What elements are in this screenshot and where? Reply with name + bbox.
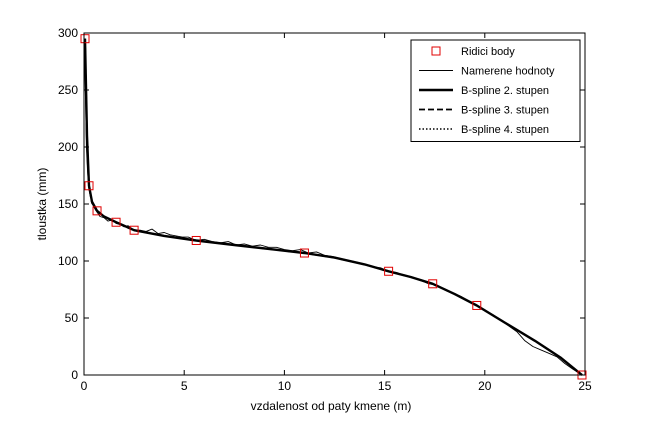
x-tick-label: 0 (81, 379, 88, 393)
y-tick-label: 300 (58, 26, 78, 40)
control-point-marker (472, 300, 482, 310)
x-axis-label: vzdalenost od paty kmene (m) (251, 399, 412, 413)
y-tick-label: 100 (58, 254, 78, 268)
legend-label: B-spline 2. stupen (461, 85, 549, 97)
y-tick-label: 50 (65, 311, 79, 325)
series-layer (80, 34, 587, 380)
control-point-marker (80, 34, 90, 44)
y-tick-label: 0 (71, 368, 78, 382)
legend-label: B-spline 4. stupen (461, 124, 549, 136)
y-tick-label: 200 (58, 140, 78, 154)
control-point-marker (428, 279, 438, 289)
control-point-marker (92, 206, 102, 216)
x-tick-label: 25 (578, 379, 592, 393)
control-point-marker (111, 217, 121, 227)
control-point-marker (191, 235, 201, 245)
legend-marker-control-points (431, 46, 441, 56)
legend-label: B-spline 3. stupen (461, 105, 549, 117)
y-tick-label: 250 (58, 83, 78, 97)
series-line-5 (84, 38, 583, 376)
x-tick-label: 20 (478, 379, 492, 393)
legend: Ridici body Namerene hodnoty B-spline 2. s… (410, 39, 581, 142)
y-axis-label: tloustka (mm) (35, 168, 49, 241)
x-tick-label: 5 (181, 379, 188, 393)
control-point-marker (129, 225, 139, 235)
y-tick-label: 150 (58, 197, 78, 211)
control-point-marker (299, 248, 309, 258)
x-tick-label: 10 (278, 379, 292, 393)
control-point-marker (384, 266, 394, 276)
x-tick-label: 15 (378, 379, 392, 393)
control-point-marker (84, 181, 94, 191)
legend-label: Namerene hodnoty (461, 66, 555, 78)
legend-label: Ridici body (461, 46, 515, 58)
